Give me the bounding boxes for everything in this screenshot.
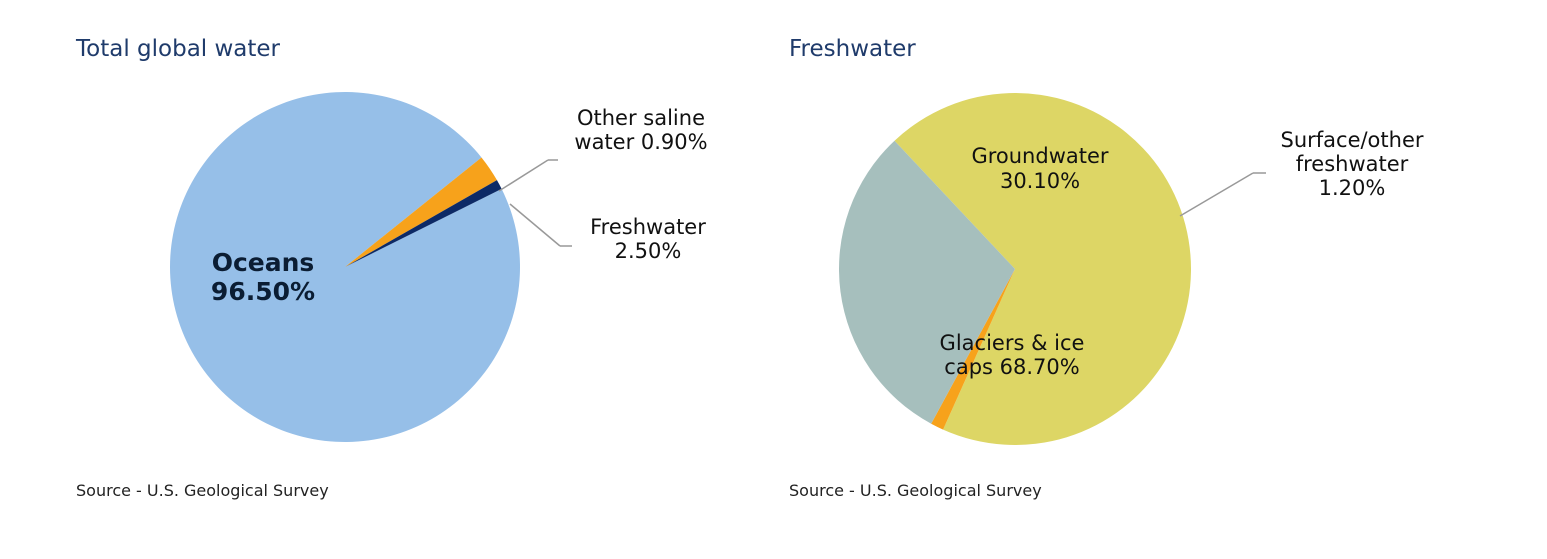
pie1-slice-other-saline-water <box>345 180 502 267</box>
label-glaciers-name: Glaciers & ice <box>940 331 1085 355</box>
label-saline-value: water 0.90% <box>574 130 707 154</box>
label-glaciers-value: caps 68.70% <box>944 355 1079 379</box>
label-saline-name: Other saline <box>577 106 705 130</box>
source-note-total-water: Source - U.S. Geological Survey <box>76 481 329 500</box>
chart-title-total-water: Total global water <box>76 36 281 62</box>
leader-line-freshwater <box>509 203 561 247</box>
pie-total-water <box>170 92 521 443</box>
leader-line-surface <box>1179 172 1254 217</box>
label-groundwater-value: 30.10% <box>1000 169 1080 193</box>
pie-freshwater <box>839 93 1191 446</box>
leader-line-saline <box>498 159 549 192</box>
label-surface-value: 1.20% <box>1319 176 1386 200</box>
pie1-slice-oceans <box>170 92 521 443</box>
chart-title-freshwater: Freshwater <box>789 36 916 62</box>
pie1-slice-freshwater <box>345 157 497 267</box>
label-surface-name-1: Surface/other <box>1280 128 1423 152</box>
pie2-slice-glaciers-ice-caps <box>894 93 1191 446</box>
pie2-slice-surface-other-freshwater <box>931 269 1015 430</box>
pie2-slice-groundwater <box>839 140 1015 424</box>
label-oceans-value: 96.50% <box>211 277 315 306</box>
label-freshwater-name: Freshwater <box>590 215 706 239</box>
source-note-freshwater: Source - U.S. Geological Survey <box>789 481 1042 500</box>
label-groundwater-name: Groundwater <box>971 144 1108 168</box>
label-surface-name-2: freshwater <box>1296 152 1409 176</box>
label-freshwater-value: 2.50% <box>615 239 682 263</box>
label-oceans-name: Oceans <box>212 248 315 277</box>
